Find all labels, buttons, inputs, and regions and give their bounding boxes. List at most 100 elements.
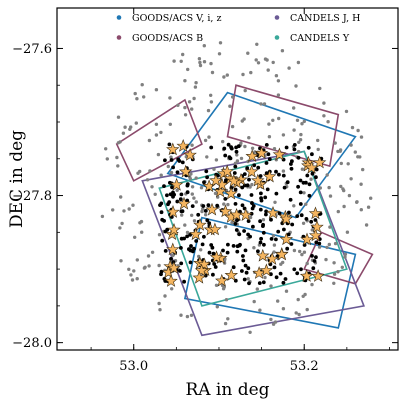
source-point	[281, 173, 286, 178]
source-point	[210, 245, 215, 250]
source-point	[201, 207, 205, 211]
source-point	[353, 150, 357, 154]
source-point	[138, 169, 142, 174]
y-axis-label: DEC in deg	[7, 130, 27, 228]
source-point	[333, 241, 338, 246]
y-tick-label: −27.8	[12, 189, 52, 204]
source-point	[258, 174, 263, 178]
source-point	[322, 101, 326, 105]
source-point	[221, 139, 225, 144]
source-point	[242, 277, 247, 282]
source-point	[340, 265, 344, 269]
star-marker	[299, 269, 314, 282]
source-point	[247, 136, 251, 140]
source-point	[241, 258, 246, 263]
source-point	[264, 212, 268, 217]
source-point	[127, 207, 131, 211]
source-point	[222, 75, 226, 79]
source-point	[339, 184, 343, 189]
source-point	[233, 164, 238, 169]
source-point	[116, 115, 121, 119]
source-point	[163, 249, 168, 253]
source-point	[274, 74, 279, 78]
star-marker	[259, 263, 274, 277]
source-point	[295, 214, 300, 219]
source-point	[273, 200, 277, 204]
source-point	[231, 95, 235, 99]
source-point	[318, 186, 322, 190]
source-point	[235, 249, 240, 254]
source-point	[194, 176, 198, 180]
source-point	[204, 213, 208, 217]
source-point	[345, 230, 350, 234]
source-point	[192, 196, 196, 200]
source-point	[300, 122, 304, 126]
source-point	[160, 238, 165, 243]
source-point	[207, 250, 212, 255]
star-marker	[166, 142, 180, 156]
source-point	[159, 130, 163, 135]
source-point	[239, 156, 244, 161]
source-point	[302, 191, 306, 195]
source-point	[147, 138, 152, 143]
source-point	[349, 143, 353, 147]
source-point	[222, 202, 226, 206]
source-point	[157, 233, 162, 237]
star-marker	[244, 164, 259, 178]
source-point	[339, 161, 343, 166]
source-point	[221, 287, 226, 291]
source-point	[198, 60, 202, 65]
source-point	[166, 164, 170, 169]
source-point	[327, 185, 331, 190]
source-point	[280, 49, 285, 53]
source-point	[314, 240, 319, 245]
source-point	[292, 248, 297, 253]
star-marker	[215, 273, 229, 287]
source-point	[298, 190, 303, 195]
source-point	[232, 171, 237, 175]
source-point	[183, 79, 187, 83]
star-marker	[265, 251, 279, 265]
source-point	[259, 236, 263, 241]
source-point	[307, 193, 312, 198]
source-point	[179, 59, 183, 63]
source-point	[336, 209, 340, 214]
star-marker	[167, 261, 181, 274]
source-point	[243, 88, 247, 93]
source-point	[190, 143, 194, 147]
source-point	[255, 42, 259, 46]
source-point	[246, 232, 251, 237]
source-point	[153, 192, 157, 196]
source-point	[278, 271, 283, 276]
source-point	[240, 203, 245, 208]
y-tick-label: −27.6	[12, 42, 52, 57]
source-point	[221, 248, 225, 253]
source-point	[305, 173, 310, 178]
source-point	[199, 248, 203, 252]
source-point	[259, 102, 263, 106]
source-point	[322, 114, 326, 118]
source-point	[229, 145, 234, 150]
source-point	[316, 138, 320, 143]
source-point	[292, 106, 296, 110]
source-point	[314, 255, 318, 260]
source-point	[162, 219, 167, 223]
legend-marker	[116, 15, 122, 20]
source-point	[292, 204, 296, 208]
source-point	[154, 133, 159, 137]
source-point	[176, 103, 180, 108]
source-point	[309, 219, 314, 224]
source-point	[249, 70, 253, 75]
star-marker	[177, 196, 191, 210]
source-point	[264, 209, 268, 214]
source-point	[179, 209, 184, 214]
source-point	[254, 58, 258, 62]
source-point	[343, 255, 347, 259]
source-point	[135, 97, 139, 101]
source-point	[284, 289, 289, 293]
source-point	[250, 206, 255, 211]
source-point	[168, 192, 173, 197]
source-point	[359, 182, 363, 186]
source-point	[189, 313, 194, 317]
source-point	[240, 269, 244, 273]
